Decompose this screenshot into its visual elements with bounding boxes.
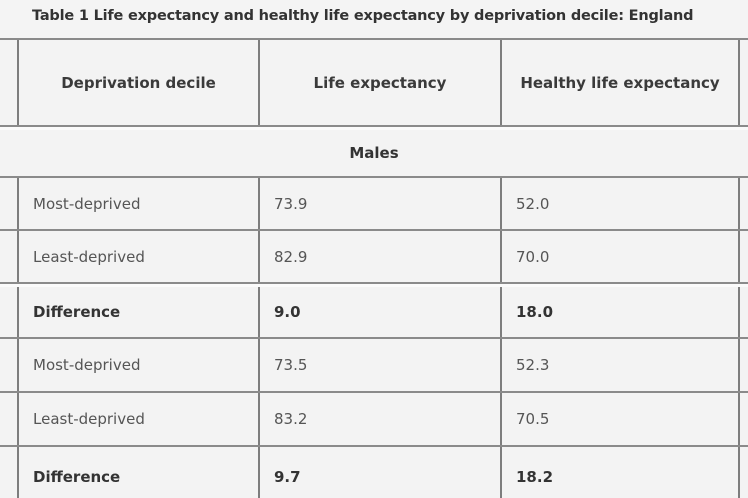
column-header-life-expectancy: Life expectancy (313, 73, 447, 92)
column-divider (17, 178, 19, 229)
cell-life-expectancy: 83.2 (274, 410, 308, 428)
column-header-deprivation-decile: Deprivation decile (61, 73, 216, 92)
column-divider (738, 231, 740, 282)
cell-decile: Least-deprived (33, 410, 145, 428)
column-divider (17, 339, 19, 391)
column-divider (17, 231, 19, 282)
cell-decile: Difference (33, 468, 121, 486)
column-divider (500, 339, 502, 391)
column-divider (500, 40, 502, 125)
table-row: Least-deprived 83.2 70.5 (0, 393, 748, 447)
cell-healthy-life-expectancy: 18.0 (516, 303, 554, 321)
column-divider (258, 447, 260, 498)
column-header-healthy-life-expectancy: Healthy life expectancy (520, 73, 720, 92)
cell-decile: Most-deprived (33, 194, 141, 213)
column-divider (258, 40, 260, 125)
cell-decile: Most-deprived (33, 356, 141, 374)
cell-healthy-life-expectancy: 52.3 (516, 356, 550, 374)
column-divider (17, 393, 19, 445)
column-divider (258, 178, 260, 229)
column-divider (17, 287, 19, 337)
cell-healthy-life-expectancy: 70.5 (516, 410, 550, 428)
column-divider (17, 40, 19, 125)
cell-decile: Difference (33, 303, 121, 321)
column-divider (500, 287, 502, 337)
table-header-row: Deprivation decile Life expectancy Healt… (0, 40, 748, 127)
column-divider (738, 178, 740, 229)
table-title-row: Table 1 Life expectancy and healthy life… (0, 0, 748, 40)
cell-life-expectancy: 73.5 (274, 356, 308, 374)
column-divider (738, 40, 740, 125)
table-title: Table 1 Life expectancy and healthy life… (32, 8, 694, 24)
column-divider (258, 287, 260, 337)
table-row-difference: Difference 9.7 18.2 (0, 447, 748, 498)
table-row: Least-deprived 82.9 70.0 (0, 231, 748, 284)
section-row-males: Males (0, 130, 748, 178)
table-row: Most-deprived 73.9 52.0 (0, 178, 748, 231)
column-divider (738, 393, 740, 445)
section-label: Males (349, 144, 399, 162)
column-divider (500, 178, 502, 229)
column-divider (258, 339, 260, 391)
cell-life-expectancy: 9.7 (274, 468, 301, 486)
column-divider (500, 447, 502, 498)
column-divider (738, 447, 740, 498)
row-gap (0, 127, 748, 130)
cell-decile: Least-deprived (33, 247, 145, 266)
column-divider (258, 393, 260, 445)
table-row: Most-deprived 73.5 52.3 (0, 339, 748, 393)
cell-healthy-life-expectancy: 18.2 (516, 468, 554, 486)
cell-healthy-life-expectancy: 70.0 (516, 247, 550, 266)
column-divider (738, 339, 740, 391)
cell-life-expectancy: 82.9 (274, 247, 308, 266)
column-divider (500, 231, 502, 282)
column-divider (738, 287, 740, 337)
column-divider (258, 231, 260, 282)
cell-healthy-life-expectancy: 52.0 (516, 194, 550, 213)
cell-life-expectancy: 73.9 (274, 194, 308, 213)
cell-life-expectancy: 9.0 (274, 303, 301, 321)
column-divider (17, 447, 19, 498)
row-gap (0, 284, 748, 287)
table-row-difference: Difference 9.0 18.0 (0, 287, 748, 339)
column-divider (500, 393, 502, 445)
